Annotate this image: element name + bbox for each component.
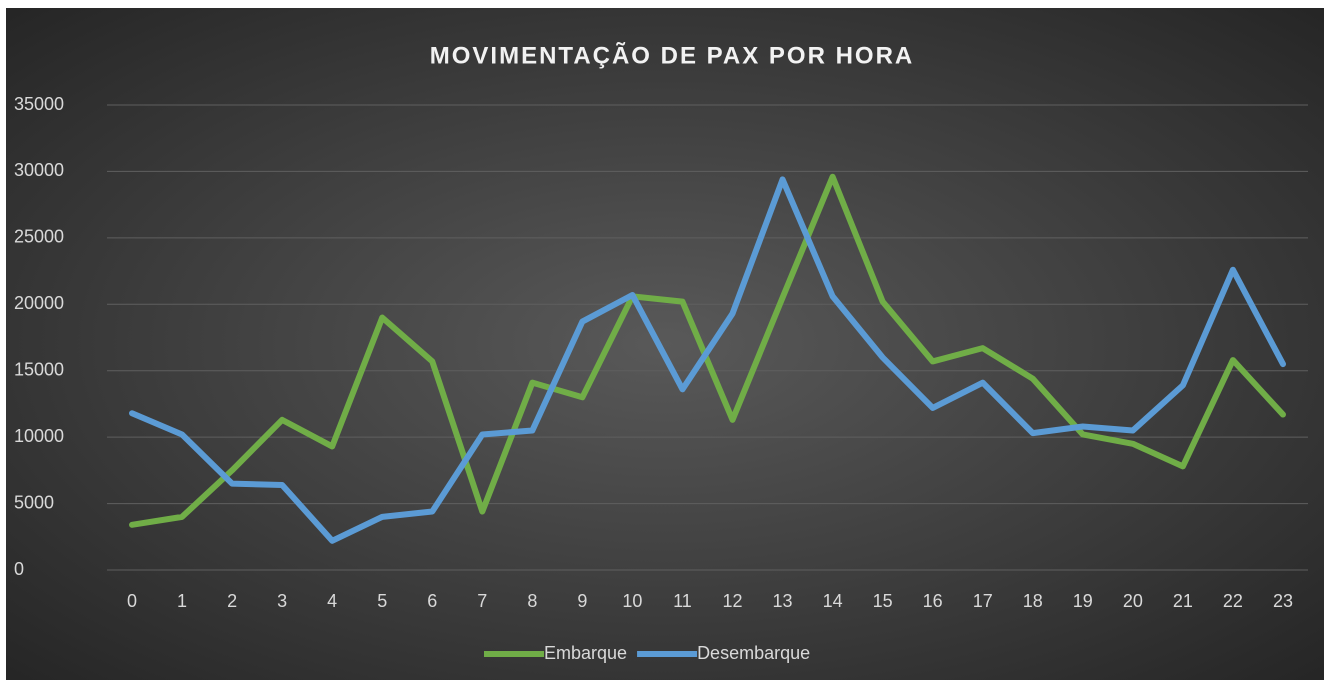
x-tick-label: 0 bbox=[127, 591, 137, 611]
x-tick-label: 4 bbox=[327, 591, 337, 611]
legend-label: Embarque bbox=[544, 643, 627, 663]
x-tick-label: 10 bbox=[622, 591, 642, 611]
line-series bbox=[129, 173, 1286, 528]
x-tick-label: 3 bbox=[277, 591, 287, 611]
x-tick-label: 2 bbox=[227, 591, 237, 611]
x-tick-label: 15 bbox=[873, 591, 893, 611]
x-tick-label: 17 bbox=[973, 591, 993, 611]
x-tick-label: 12 bbox=[723, 591, 743, 611]
y-tick-label: 15000 bbox=[14, 359, 64, 379]
legend-label: Desembarque bbox=[697, 643, 810, 663]
line-series bbox=[129, 176, 1286, 544]
chart-title: MOVIMENTAÇÃO DE PAX POR HORA bbox=[430, 41, 914, 69]
y-tick-label: 5000 bbox=[14, 492, 54, 512]
y-tick-label: 35000 bbox=[14, 94, 64, 114]
y-tick-label: 10000 bbox=[14, 426, 64, 446]
x-tick-label: 11 bbox=[673, 591, 692, 611]
x-tick-label: 18 bbox=[1023, 591, 1043, 611]
x-tick-label: 21 bbox=[1173, 591, 1193, 611]
y-tick-label: 0 bbox=[14, 559, 24, 579]
y-tick-label: 20000 bbox=[14, 293, 64, 313]
x-tick-label: 7 bbox=[477, 591, 487, 611]
x-tick-label: 23 bbox=[1273, 591, 1293, 611]
y-tick-label: 30000 bbox=[14, 160, 64, 180]
x-tick-label: 22 bbox=[1223, 591, 1243, 611]
x-tick-label: 20 bbox=[1123, 591, 1143, 611]
x-tick-label: 13 bbox=[773, 591, 793, 611]
x-tick-label: 14 bbox=[823, 591, 843, 611]
x-tick-label: 19 bbox=[1073, 591, 1093, 611]
x-tick-label: 16 bbox=[923, 591, 943, 611]
x-tick-label: 1 bbox=[177, 591, 187, 611]
x-tick-label: 9 bbox=[577, 591, 587, 611]
x-tick-label: 8 bbox=[527, 591, 537, 611]
x-tick-label: 6 bbox=[427, 591, 437, 611]
chart-background bbox=[6, 8, 1324, 680]
y-tick-label: 25000 bbox=[14, 227, 64, 247]
x-tick-label: 5 bbox=[377, 591, 387, 611]
